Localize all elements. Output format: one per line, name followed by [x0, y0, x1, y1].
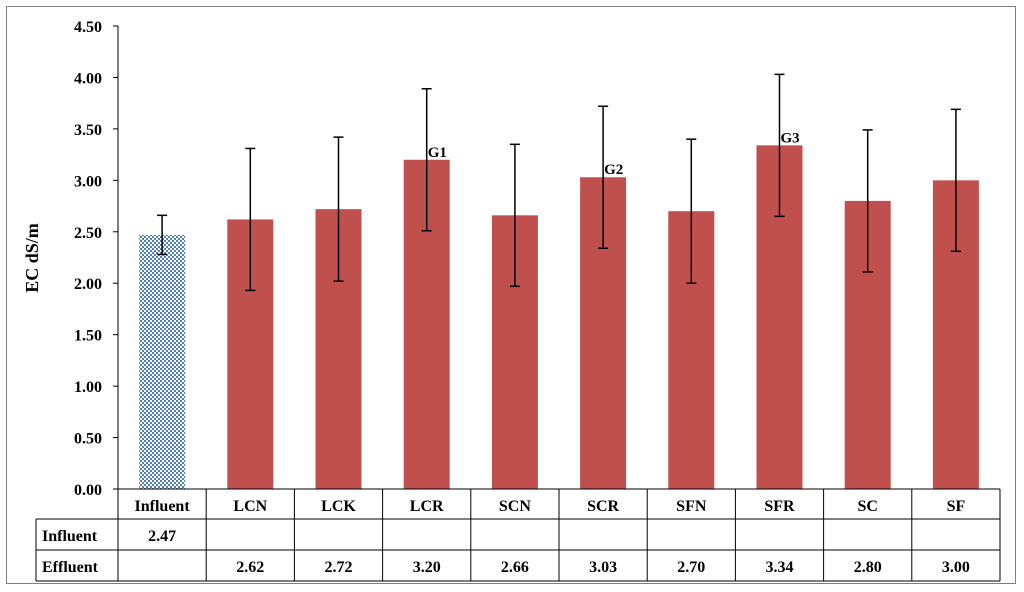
- y-tick-label: 1.50: [74, 328, 102, 345]
- annotations: G1 G2 G3: [428, 130, 800, 178]
- x-tick-label: Influent: [135, 498, 191, 515]
- annotation-label: G1: [428, 145, 447, 161]
- data-label: 3.34: [766, 559, 794, 576]
- data-label: 2.47: [148, 528, 176, 545]
- y-tick-label: 0.00: [74, 482, 102, 499]
- data-label: 2.62: [236, 559, 264, 576]
- y-tick-label: 3.50: [74, 122, 102, 139]
- data-label: 3.20: [413, 559, 441, 576]
- x-tick-label: SFN: [676, 498, 707, 515]
- x-tick-label: SC: [857, 498, 877, 515]
- x-tick-label: LCR: [410, 498, 444, 515]
- bar-influent-influent: [139, 234, 186, 489]
- y-axis-label: EC dS/m: [22, 223, 42, 293]
- data-table: Influent LCN LCK LCR SCN SCR SFN SFR SC SF Influen…: [35, 489, 1001, 582]
- y-tick-label: 0.50: [74, 431, 102, 448]
- data-label: 2.72: [325, 559, 353, 576]
- annotation-label: G3: [781, 130, 800, 146]
- data-label: 3.03: [589, 559, 617, 576]
- data-label: 3.00: [942, 559, 970, 576]
- y-tick-label: 1.00: [74, 379, 102, 396]
- data-label: 2.66: [501, 559, 529, 576]
- data-label: 2.70: [677, 559, 705, 576]
- y-axis-tick-labels: 0.00 0.50 1.00 1.50 2.00 2.50 3.00 3.50 4.00 4.50: [74, 19, 102, 499]
- annotation-label: G2: [604, 162, 623, 178]
- x-tick-label: SCR: [587, 498, 619, 515]
- table-row-label: Effluent: [42, 559, 99, 576]
- x-tick-label: SF: [947, 498, 966, 515]
- y-tick-label: 2.50: [74, 225, 102, 242]
- error-bars: [157, 73, 961, 292]
- chart-frame: [6, 6, 1016, 584]
- y-tick-label: 4.50: [74, 19, 102, 36]
- y-tick-label: 4.00: [74, 70, 102, 87]
- x-tick-label: SCN: [499, 498, 531, 515]
- bars: [139, 145, 979, 490]
- x-tick-label: LCK: [321, 498, 356, 515]
- table-row-label: Influent: [42, 528, 98, 545]
- y-tick-label: 2.00: [74, 276, 102, 293]
- data-label: 2.80: [854, 559, 882, 576]
- y-tick-label: 3.00: [74, 173, 102, 190]
- x-tick-label: SFR: [764, 498, 795, 515]
- x-tick-label: LCN: [233, 498, 267, 515]
